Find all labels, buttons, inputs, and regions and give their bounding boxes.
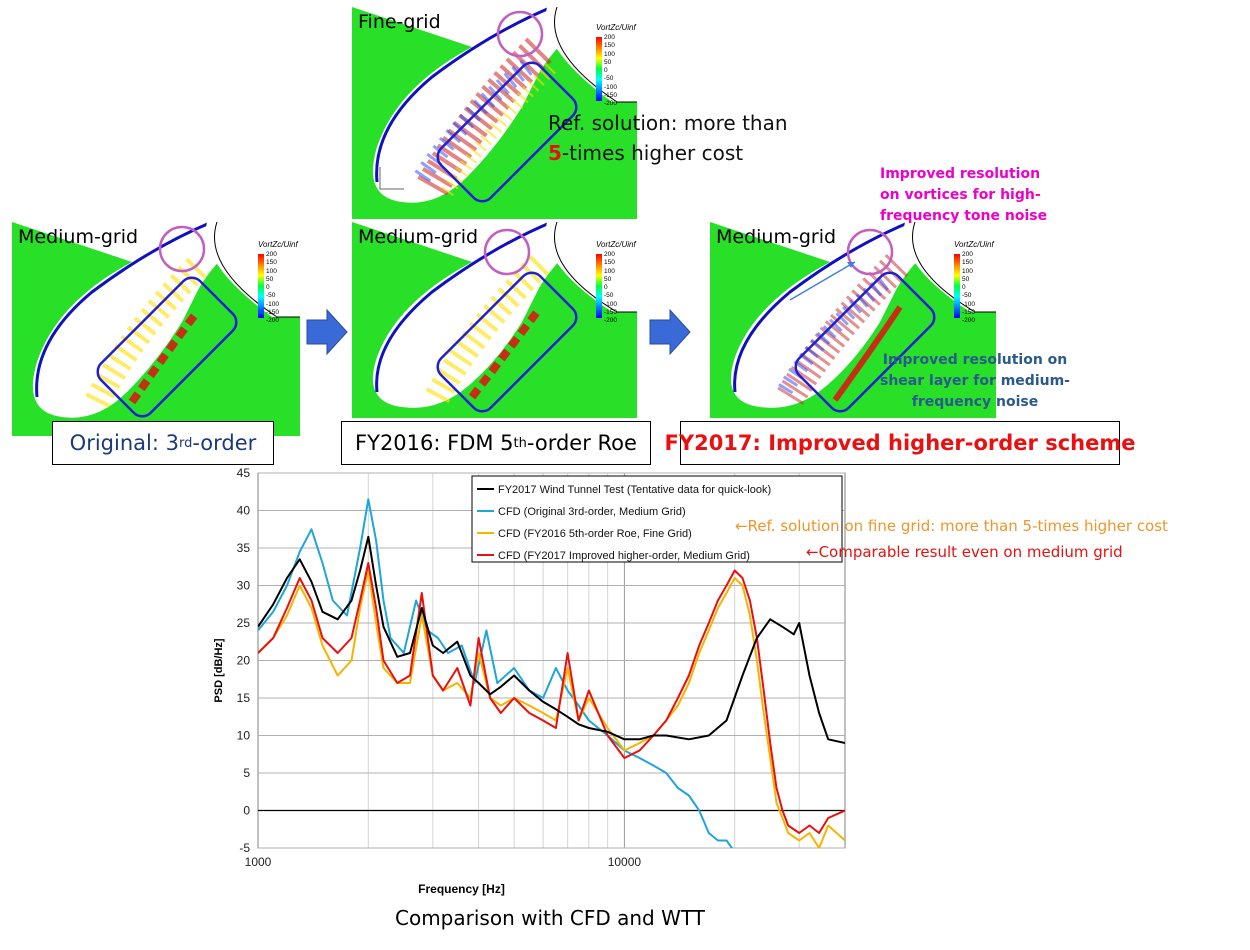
shear-note-line3: frequency noise bbox=[911, 394, 1039, 410]
colorbar-original: VortZc/Uinf 200 150 100 50 0 -50 -100 -150 -200 bbox=[258, 240, 300, 325]
flow-field-original bbox=[12, 222, 300, 418]
legend-label: FY2017 Wind Tunnel Test (Tentative data … bbox=[498, 484, 771, 496]
shear-note-line2: shear layer for medium- bbox=[880, 373, 1070, 389]
flow-field-fy2017 bbox=[710, 222, 996, 413]
y-tick-label: 45 bbox=[237, 466, 251, 480]
annotation-comparable: ←Comparable result even on medium grid bbox=[806, 543, 1123, 561]
colorbar-fy2016: VortZc/Uinf 200 150 100 50 0 -50 -100 -150 -200 bbox=[596, 240, 637, 325]
colorbar-title: VortZc/Uinf bbox=[596, 240, 636, 249]
grid-label-fine: Fine-grid bbox=[358, 11, 441, 33]
ref-solution-note: Ref. solution: more than 5-times higher … bbox=[548, 108, 788, 168]
flow-panel-fy2017: Medium-grid VortZc/Uinf 200 150 100 50 0 -50-… bbox=[710, 222, 996, 418]
legend-label: CFD (Original 3rd-order, Medium Grid) bbox=[498, 506, 686, 518]
vortex-note-line1: Improved resolution bbox=[880, 166, 1041, 182]
shear-note-line1: Improved resolution on bbox=[882, 352, 1068, 368]
colorbar-gradient bbox=[596, 254, 602, 318]
arrow-icon-2 bbox=[649, 308, 691, 356]
colorbar-ticks: 200 150 100 50 0 -50 -100 -150 -200 bbox=[266, 251, 280, 325]
series-cfd-fy2017-line bbox=[258, 562, 845, 834]
arrow-icon-1 bbox=[306, 308, 348, 356]
colorbar-ticks: 200 150 100 50 0 -50 -100 -150 -200 bbox=[604, 251, 618, 325]
psd-chart: -5 0 5 10 15 20 25 30 35 40 45 1000 10000 Frequency [… bbox=[213, 466, 1168, 896]
flow-panel-fy2016: Medium-grid VortZc/Uinf 200 150 100 50 0 -50-… bbox=[352, 222, 637, 418]
y-tick-label: -5 bbox=[239, 841, 250, 855]
vortex-note-line2: on vortices for high- bbox=[880, 187, 1041, 203]
y-tick-label: 0 bbox=[243, 804, 250, 818]
legend-label: CFD (FY2016 5th-order Roe, Fine Grid) bbox=[498, 528, 692, 540]
colorbar-title: VortZc/Uinf bbox=[596, 23, 636, 32]
y-tick-label: 10 bbox=[237, 729, 251, 743]
colorbar-gradient bbox=[596, 37, 602, 101]
shear-resolution-note: Improved resolution on shear layer for m… bbox=[880, 350, 1070, 413]
vortex-resolution-note: Improved resolution on vortices for high… bbox=[880, 164, 1047, 227]
x-axis-label: Frequency [Hz] bbox=[418, 882, 505, 896]
ref-note-line2: -times higher cost bbox=[561, 141, 744, 165]
series-wtt-line bbox=[258, 535, 845, 744]
legend bbox=[471, 475, 843, 563]
x-tick-label: 10000 bbox=[608, 855, 642, 869]
flow-field-fine bbox=[352, 7, 637, 203]
ref-note-number: 5 bbox=[548, 141, 562, 165]
colorbar-gradient bbox=[258, 254, 264, 318]
series-cfd-fy2016-line bbox=[258, 569, 845, 848]
colorbar-title: VortZc/Uinf bbox=[954, 240, 994, 249]
annotation-ref-solution: ←Ref. solution on fine grid: more than 5… bbox=[735, 517, 1168, 535]
y-tick-label: 15 bbox=[237, 691, 251, 705]
vortex-note-line3: frequency tone noise bbox=[880, 208, 1048, 224]
legend-label: CFD (FY2017 Improved higher-order, Mediu… bbox=[498, 550, 750, 562]
series-cfd-original-line bbox=[258, 498, 734, 848]
caption-fy2017: FY2017: Improved higher-order scheme bbox=[665, 421, 1135, 465]
y-tick-label: 35 bbox=[237, 541, 251, 555]
colorbar-fine: VortZc/Uinf 200 150 100 50 0 -50 -100 -150 -200 bbox=[596, 23, 637, 108]
grid-label-fy2016: Medium-grid bbox=[358, 226, 479, 248]
flow-panel-original: Medium-grid VortZc/Uinf 200 150 100 50 0 -50-… bbox=[12, 222, 300, 436]
grid-label-original: Medium-grid bbox=[18, 226, 139, 248]
y-tick-label: 5 bbox=[243, 766, 250, 780]
colorbar-fy2017: VortZc/Uinf 200 150 100 50 0 -50 -100 -150 -200 bbox=[954, 240, 996, 325]
colorbar-ticks: 200 150 100 50 0 -50 -100 -150 -200 bbox=[604, 34, 618, 108]
flow-field-fy2016 bbox=[352, 222, 637, 413]
y-tick-label: 40 bbox=[237, 504, 251, 518]
y-tick-label: 20 bbox=[237, 654, 251, 668]
y-tick-label: 25 bbox=[237, 616, 251, 630]
bottom-caption: Comparison with CFD and WTT bbox=[395, 906, 705, 930]
y-axis-label: PSD [dB/Hz] bbox=[213, 638, 225, 703]
colorbar-gradient bbox=[954, 254, 960, 318]
ref-note-line1: Ref. solution: more than bbox=[548, 111, 788, 135]
colorbar-ticks: 200 150 100 50 0 -50 -100 -150 -200 bbox=[962, 251, 976, 325]
colorbar-title: VortZc/Uinf bbox=[258, 240, 298, 249]
grid-label-fy2017: Medium-grid bbox=[716, 226, 837, 248]
y-tick-label: 30 bbox=[237, 579, 251, 593]
x-tick-label: 1000 bbox=[245, 855, 272, 869]
flow-panel-fine-grid: Fine-grid VortZc/Uinf 200 150 100 50 0 -50 -10… bbox=[352, 7, 637, 219]
